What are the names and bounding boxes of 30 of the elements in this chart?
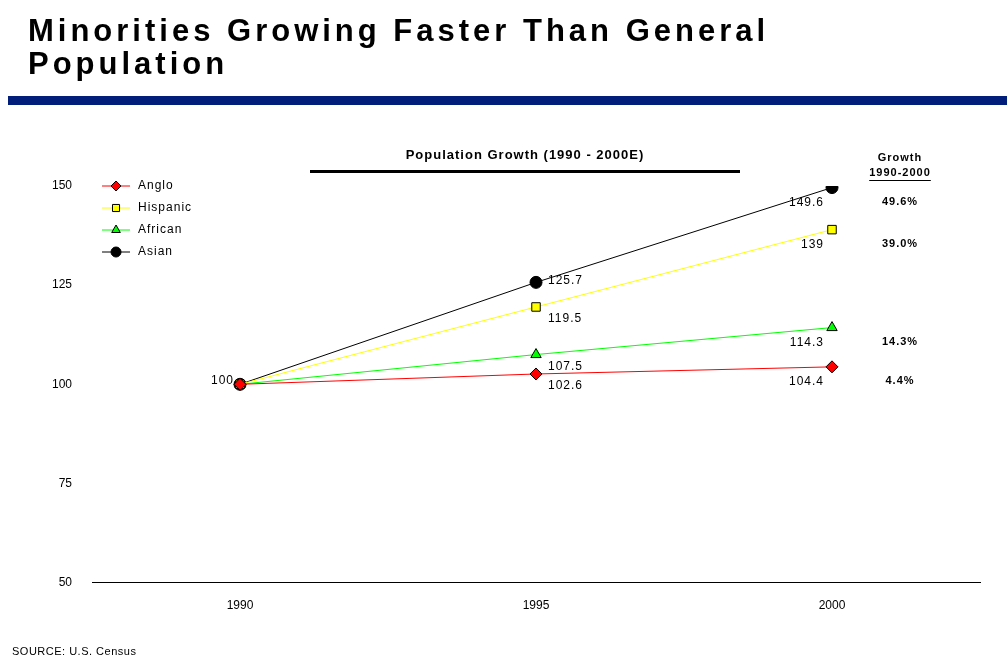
x-tick-label: 1990 [226,598,254,613]
legend-label: Anglo [138,178,174,193]
legend-label: African [138,222,183,237]
text: Growth [877,151,923,164]
annotation: 49.6% [881,194,919,207]
y-tick-label: 125 [51,277,73,292]
x-tick-label: 1995 [522,598,550,613]
chart-subtitle: Population Growth (1990 - 2000E) [404,147,646,162]
annotation: 39.0% [881,236,919,249]
text: 1990-2000 [869,166,931,179]
data-label: 100 [210,372,235,387]
data-label: 107.5 [548,358,584,373]
data-label: 149.6 [788,194,824,209]
legend-label: Hispanic [138,200,193,215]
source-note: SOURCE: U.S. Census [12,645,137,657]
data-label: 104.4 [788,374,824,389]
data-label: 102.6 [548,378,584,393]
data-label: 139 [800,236,824,251]
y-tick-label: 50 [58,574,73,589]
data-label: 119.5 [548,311,583,326]
y-tick-label: 75 [58,475,73,490]
annotation: 14.3% [881,334,919,347]
data-label: 114.3 [789,334,824,349]
data-label: 125.7 [548,272,584,287]
y-tick-label: 150 [51,178,73,193]
chart-title: Minorities Growing Faster Than General Population [28,13,771,81]
x-tick-label: 2000 [818,598,846,613]
legend-label: Asian [138,244,174,259]
y-tick-label: 100 [51,376,73,391]
annotation: 4.4% [885,373,915,386]
